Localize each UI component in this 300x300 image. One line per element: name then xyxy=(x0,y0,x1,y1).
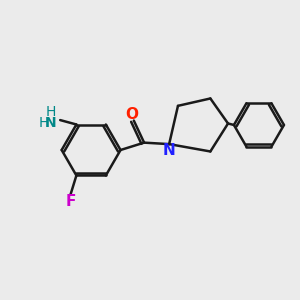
Text: N: N xyxy=(163,143,175,158)
Text: O: O xyxy=(125,106,138,122)
Text: H: H xyxy=(39,116,49,130)
Text: H: H xyxy=(46,105,56,119)
Text: F: F xyxy=(65,194,76,208)
Text: N: N xyxy=(45,116,57,130)
